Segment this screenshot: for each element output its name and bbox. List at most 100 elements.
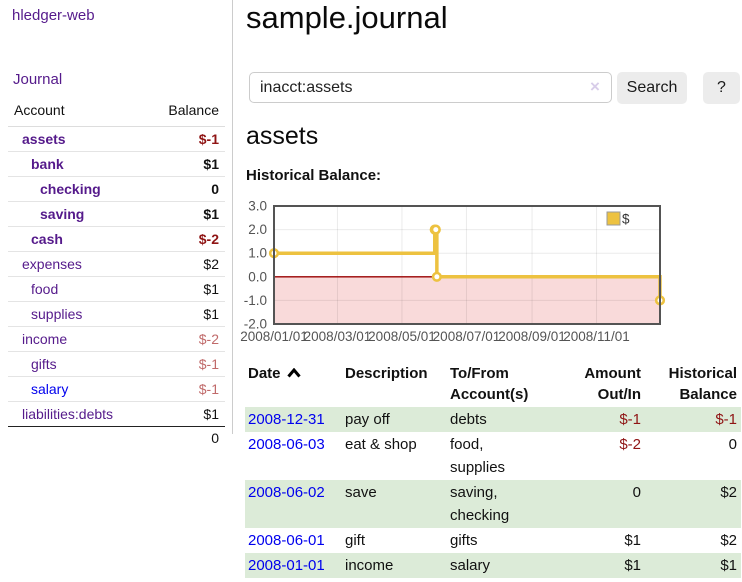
- transaction-date-link[interactable]: 2008-01-01: [248, 557, 325, 574]
- transaction-description: eat & shop: [345, 436, 417, 453]
- account-row: checking 0: [8, 176, 225, 202]
- transaction-amount: $-1: [619, 411, 641, 428]
- account-cell: income: [8, 326, 147, 352]
- legend-label: $: [622, 212, 630, 227]
- sort-ascending-icon: [286, 367, 301, 378]
- data-point-marker: [268, 248, 280, 259]
- transaction-accounts: debts: [450, 411, 487, 428]
- account-link-salary[interactable]: salary: [31, 381, 69, 397]
- transaction-balance: $-1: [715, 411, 737, 428]
- spacer: [8, 427, 147, 450]
- account-cell: liabilities:debts: [8, 401, 147, 427]
- account-link-cash[interactable]: cash: [31, 231, 63, 247]
- y-axis-tick-label: 2.0: [248, 222, 267, 237]
- transaction-description: pay off: [345, 411, 390, 428]
- x-axis-tick-label: 2008/03/01: [304, 329, 372, 344]
- plot-background: [274, 206, 660, 324]
- account-cell: supplies: [8, 301, 147, 327]
- transaction-date-cell: 2008-12-31: [245, 407, 342, 432]
- balance-line: [274, 227, 662, 301]
- transaction-date-link[interactable]: 2008-12-31: [248, 411, 325, 428]
- account-cell: gifts: [8, 351, 147, 377]
- account-balance: $1: [146, 276, 225, 302]
- account-cell: saving: [8, 201, 147, 227]
- account-cell: bank: [8, 151, 147, 177]
- transaction-accounts: food, supplies: [450, 436, 506, 476]
- accounts-table-header: Account Balance: [8, 100, 225, 127]
- transaction-balance: $2: [720, 484, 737, 501]
- transaction-date-cell: 2008-06-02: [245, 480, 342, 528]
- x-axis-tick-label: 2008/09/01: [498, 329, 566, 344]
- account-link-food[interactable]: food: [31, 281, 59, 297]
- data-point-marker: [429, 224, 440, 235]
- x-axis-tick-label: 2008/11/01: [563, 329, 630, 344]
- column-header-date[interactable]: Date: [245, 363, 342, 407]
- transaction-date-cell: 2008-06-01: [245, 528, 342, 553]
- account-link-liabilities-debts[interactable]: liabilities:debts: [22, 406, 114, 422]
- transaction-row: 2008-06-03 eat & shop food, supplies $-2 0: [245, 432, 741, 480]
- transaction-date-link[interactable]: 2008-06-02: [248, 484, 325, 501]
- account-balance: $-1: [146, 351, 225, 377]
- account-balance: $1: [146, 201, 225, 227]
- transaction-description: income: [345, 557, 394, 574]
- transactions-header-row: Date Description To/From Account(s) Amount Ou…: [245, 363, 741, 407]
- column-header-description: Description: [345, 365, 428, 382]
- account-row: income $-2: [8, 326, 225, 352]
- accounts-header-balance: Balance: [146, 100, 225, 127]
- transaction-accounts: salary: [450, 557, 491, 574]
- account-link-expenses[interactable]: expenses: [22, 256, 82, 272]
- account-row: liabilities:debts $1: [8, 401, 225, 427]
- chart-title: Historical Balance:: [246, 167, 382, 184]
- account-cell: cash: [8, 226, 147, 252]
- y-axis-tick-label: 0.0: [248, 269, 267, 284]
- transaction-accounts: saving, checking: [450, 484, 510, 524]
- account-cell: assets: [8, 126, 147, 152]
- clear-search-icon[interactable]: ×: [590, 77, 600, 96]
- account-row: bank $1: [8, 151, 225, 177]
- transaction-balance: $2: [720, 532, 737, 549]
- transactions-table: Date Description To/From Account(s) Amount Ou…: [245, 363, 741, 578]
- y-axis-tick-label: 3.0: [248, 199, 267, 214]
- data-point-marker: [654, 295, 666, 306]
- search-button[interactable]: Search: [617, 72, 687, 104]
- help-button[interactable]: ?: [703, 72, 740, 104]
- account-balance: $1: [146, 401, 225, 427]
- account-balance: $-2: [146, 326, 225, 352]
- account-link-income[interactable]: income: [22, 331, 68, 347]
- y-axis-tick-label: 1.0: [248, 246, 267, 261]
- transaction-date-link[interactable]: 2008-06-03: [248, 436, 325, 453]
- sidebar-divider: [232, 0, 233, 434]
- account-cell: food: [8, 276, 147, 302]
- account-row: supplies $1: [8, 301, 225, 327]
- transaction-amount: $1: [624, 532, 641, 549]
- transaction-date-link[interactable]: 2008-06-01: [248, 532, 325, 549]
- app-brand-link[interactable]: hledger-web: [12, 7, 95, 24]
- y-axis-tick-label: -1.0: [244, 293, 267, 308]
- account-cell: checking: [8, 176, 147, 202]
- negative-region: [274, 276, 660, 324]
- transaction-row: 2008-06-02 save saving, checking 0 $2: [245, 480, 741, 528]
- column-header-amount: Amount Out/In: [584, 365, 641, 403]
- account-row: cash $-2: [8, 226, 225, 252]
- account-link-assets[interactable]: assets: [22, 131, 66, 147]
- x-axis-tick-label: 2008/07/01: [433, 329, 501, 344]
- transaction-row: 2008-12-31 pay off debts $-1 $-1: [245, 407, 741, 432]
- account-link-supplies[interactable]: supplies: [31, 306, 83, 322]
- transaction-date-cell: 2008-06-03: [245, 432, 342, 480]
- transaction-accounts: gifts: [450, 532, 478, 549]
- accounts-total-row: 0: [8, 427, 225, 450]
- account-link-checking[interactable]: checking: [40, 181, 101, 197]
- account-link-gifts[interactable]: gifts: [31, 356, 57, 372]
- account-section-title: assets: [246, 122, 319, 150]
- sidebar-item-journal[interactable]: Journal: [13, 71, 63, 88]
- account-row: gifts $-1: [8, 351, 225, 377]
- search-input[interactable]: [249, 72, 612, 103]
- transaction-balance: $1: [720, 557, 737, 574]
- transaction-balance: 0: [728, 436, 737, 453]
- account-cell: expenses: [8, 251, 147, 277]
- account-row: assets $-1: [8, 126, 225, 152]
- account-link-saving[interactable]: saving: [40, 206, 85, 222]
- account-link-bank[interactable]: bank: [31, 156, 64, 172]
- transaction-date-cell: 2008-01-01: [245, 553, 342, 578]
- data-point-marker: [430, 224, 441, 235]
